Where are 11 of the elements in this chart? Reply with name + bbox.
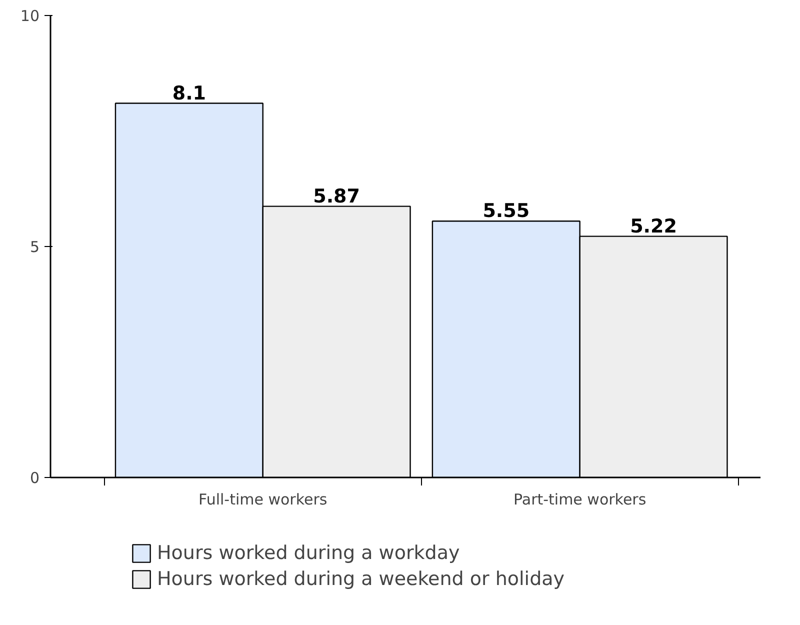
x-tick-label: Part-time workers	[514, 490, 646, 508]
y-tick-label: 10	[20, 7, 40, 25]
y-tick-label: 0	[30, 469, 40, 487]
legend-label: Hours worked during a weekend or holiday	[157, 568, 565, 590]
x-tick-label: Full-time workers	[198, 490, 328, 508]
y-tick-label: 5	[30, 238, 40, 256]
data-label: 5.22	[630, 215, 677, 238]
data-label: 8.1	[172, 82, 206, 104]
data-label: 5.87	[313, 185, 360, 208]
data-label: 5.55	[482, 200, 530, 222]
legend-label: Hours worked during a workday	[157, 542, 460, 564]
